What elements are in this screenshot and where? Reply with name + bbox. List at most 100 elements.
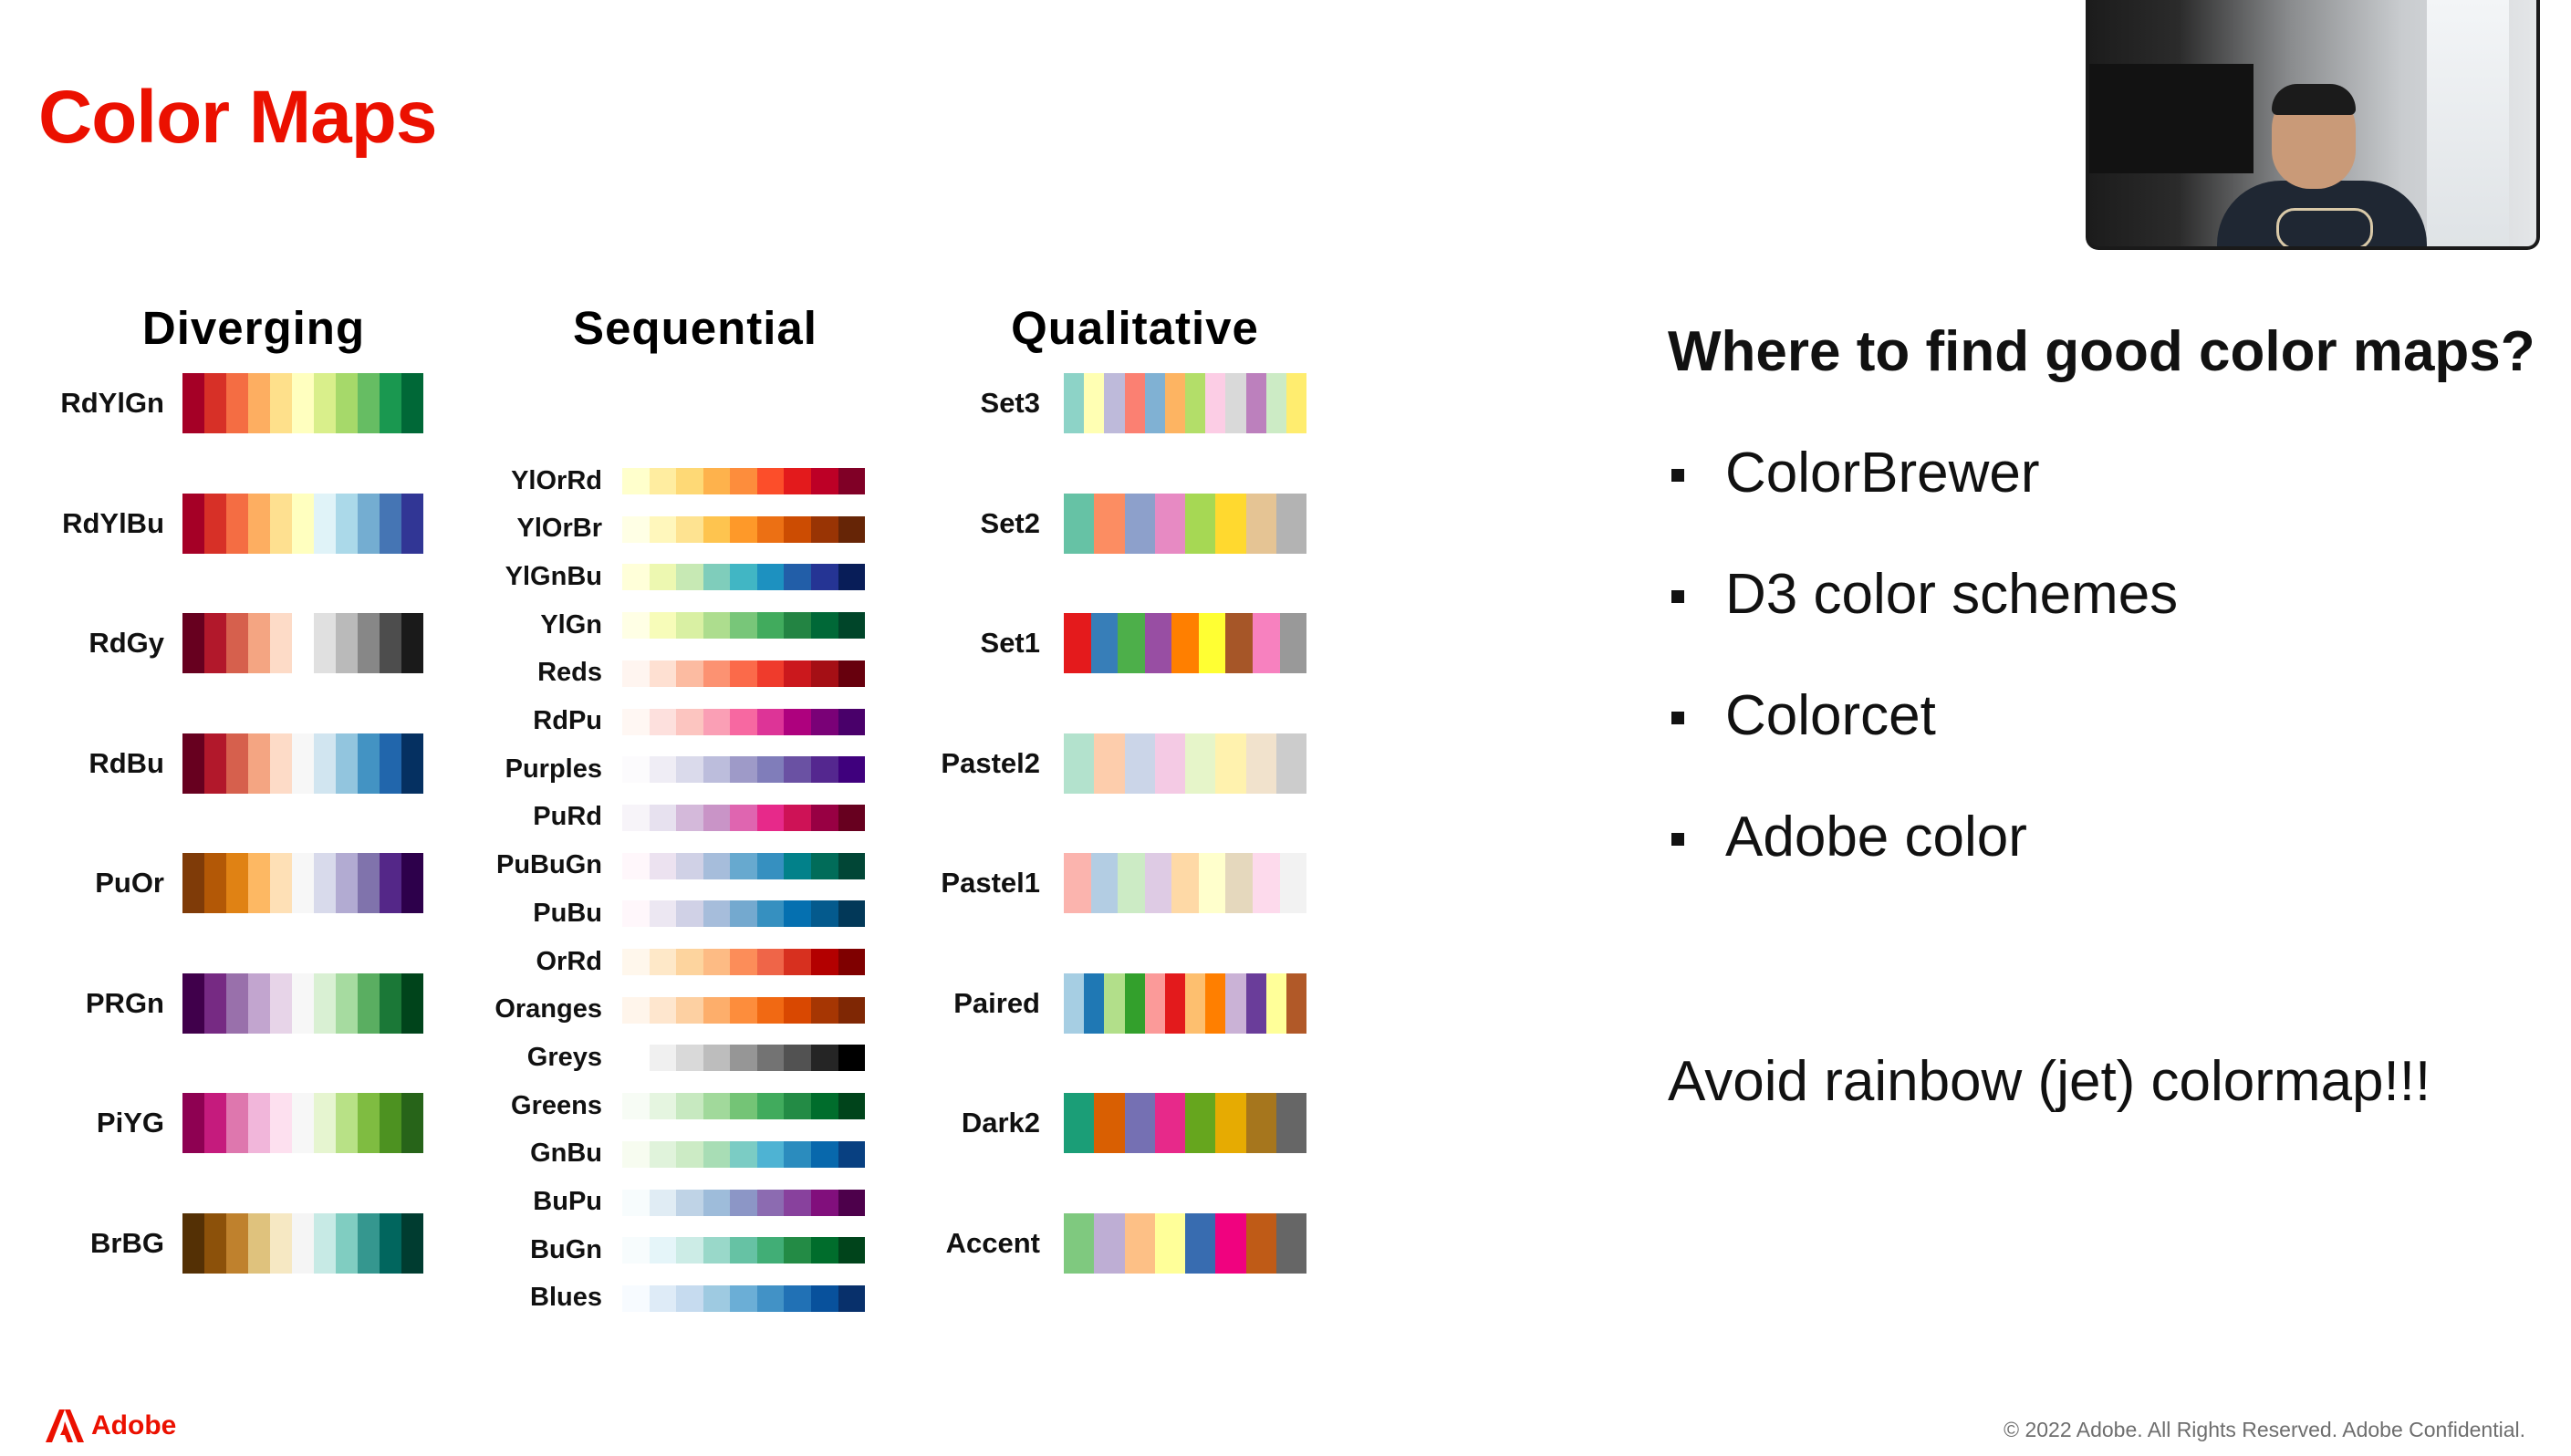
adobe-logo: Adobe — [46, 1409, 176, 1442]
color-swatch — [756, 1189, 785, 1216]
color-swatch — [1094, 493, 1125, 554]
color-swatch — [1144, 613, 1172, 673]
color-swatch — [810, 756, 838, 784]
color-swatch — [226, 733, 248, 794]
color-swatch — [838, 1140, 866, 1168]
diverging-strip-puor — [182, 853, 423, 913]
color-swatch — [784, 515, 811, 543]
color-swatch — [622, 1093, 650, 1120]
color-swatch — [703, 1237, 731, 1264]
qualitative-strip-set3 — [1064, 373, 1307, 433]
sequential-label-gnbu: GnBu — [530, 1139, 602, 1169]
color-swatch — [756, 900, 785, 928]
diverging-label-rdgy: RdGy — [88, 627, 164, 659]
color-swatch — [1245, 373, 1266, 433]
color-swatch — [810, 1045, 838, 1072]
color-swatch — [182, 853, 204, 913]
bullet-icon — [1671, 469, 1684, 482]
color-swatch — [1185, 493, 1216, 554]
color-swatch — [703, 1140, 731, 1168]
color-swatch — [1185, 1212, 1216, 1274]
color-swatch — [730, 1140, 757, 1168]
color-swatch — [401, 1212, 423, 1274]
color-swatch — [292, 613, 314, 673]
color-swatch — [1275, 733, 1306, 794]
color-swatch — [784, 612, 811, 640]
sequential-strip-blues — [622, 1284, 866, 1312]
color-swatch — [649, 660, 677, 687]
color-swatch — [784, 996, 811, 1024]
resource-item-colorbrewer: ColorBrewer — [1668, 438, 2178, 559]
color-swatch — [756, 804, 785, 831]
color-swatch — [248, 733, 270, 794]
color-swatch — [292, 493, 314, 554]
color-swatch — [730, 612, 757, 640]
color-swatch — [676, 612, 703, 640]
color-swatch — [703, 1189, 731, 1216]
resource-item-d3: D3 color schemes — [1668, 559, 2178, 681]
color-swatch — [622, 1140, 650, 1168]
diverging-strip-piyg — [182, 1093, 423, 1153]
color-swatch — [676, 804, 703, 831]
color-swatch — [292, 733, 314, 794]
color-swatch — [1124, 373, 1145, 433]
color-swatch — [182, 972, 204, 1034]
presenter-hair — [2272, 84, 2356, 115]
color-swatch — [676, 564, 703, 591]
color-swatch — [1124, 1093, 1155, 1153]
color-swatch — [703, 804, 731, 831]
color-swatch — [336, 1093, 358, 1153]
color-swatch — [1084, 373, 1105, 433]
color-swatch — [810, 900, 838, 928]
color-swatch — [676, 900, 703, 928]
color-swatch — [1064, 1212, 1095, 1274]
color-swatch — [380, 613, 401, 673]
color-swatch — [703, 1045, 731, 1072]
diverging-strip-prgn — [182, 972, 423, 1034]
color-swatch — [730, 852, 757, 879]
color-swatch — [1185, 1093, 1216, 1153]
color-swatch — [730, 660, 757, 687]
color-swatch — [622, 468, 650, 494]
color-swatch — [292, 373, 314, 433]
color-swatch — [838, 708, 866, 735]
color-swatch — [1124, 1212, 1155, 1274]
diverging-strip-brbg — [182, 1212, 423, 1274]
sequential-strip-ylgn — [622, 612, 866, 640]
color-swatch — [380, 853, 401, 913]
sequential-label-oranges: Oranges — [494, 994, 602, 1024]
color-swatch — [622, 852, 650, 879]
color-swatch — [226, 853, 248, 913]
color-swatch — [810, 564, 838, 591]
color-swatch — [622, 756, 650, 784]
color-swatch — [314, 1093, 336, 1153]
color-swatch — [182, 613, 204, 673]
color-swatch — [730, 1284, 757, 1312]
color-swatch — [1124, 733, 1155, 794]
color-swatch — [703, 1284, 731, 1312]
qualitative-label-set1: Set1 — [980, 627, 1040, 659]
color-swatch — [784, 1140, 811, 1168]
color-swatch — [649, 708, 677, 735]
color-swatch — [1064, 1093, 1095, 1153]
color-swatch — [401, 493, 423, 554]
sequential-strip-rdpu — [622, 708, 866, 735]
resource-item-adobe-color: Adobe color — [1668, 802, 2178, 923]
color-swatch — [1275, 493, 1306, 554]
color-swatch — [676, 756, 703, 784]
diverging-heading: Diverging — [141, 302, 366, 354]
color-swatch — [1164, 373, 1186, 433]
color-swatch — [649, 515, 677, 543]
color-swatch — [703, 708, 731, 735]
color-swatch — [1225, 613, 1253, 673]
color-swatch — [380, 493, 401, 554]
sequential-label-greens: Greens — [511, 1090, 602, 1120]
color-swatch — [1164, 972, 1186, 1034]
color-swatch — [336, 972, 358, 1034]
color-swatch — [1171, 613, 1199, 673]
video-background-wall — [2089, 64, 2254, 173]
color-swatch — [204, 733, 226, 794]
color-swatch — [1064, 613, 1091, 673]
color-swatch — [730, 468, 757, 494]
color-swatch — [838, 1237, 866, 1264]
